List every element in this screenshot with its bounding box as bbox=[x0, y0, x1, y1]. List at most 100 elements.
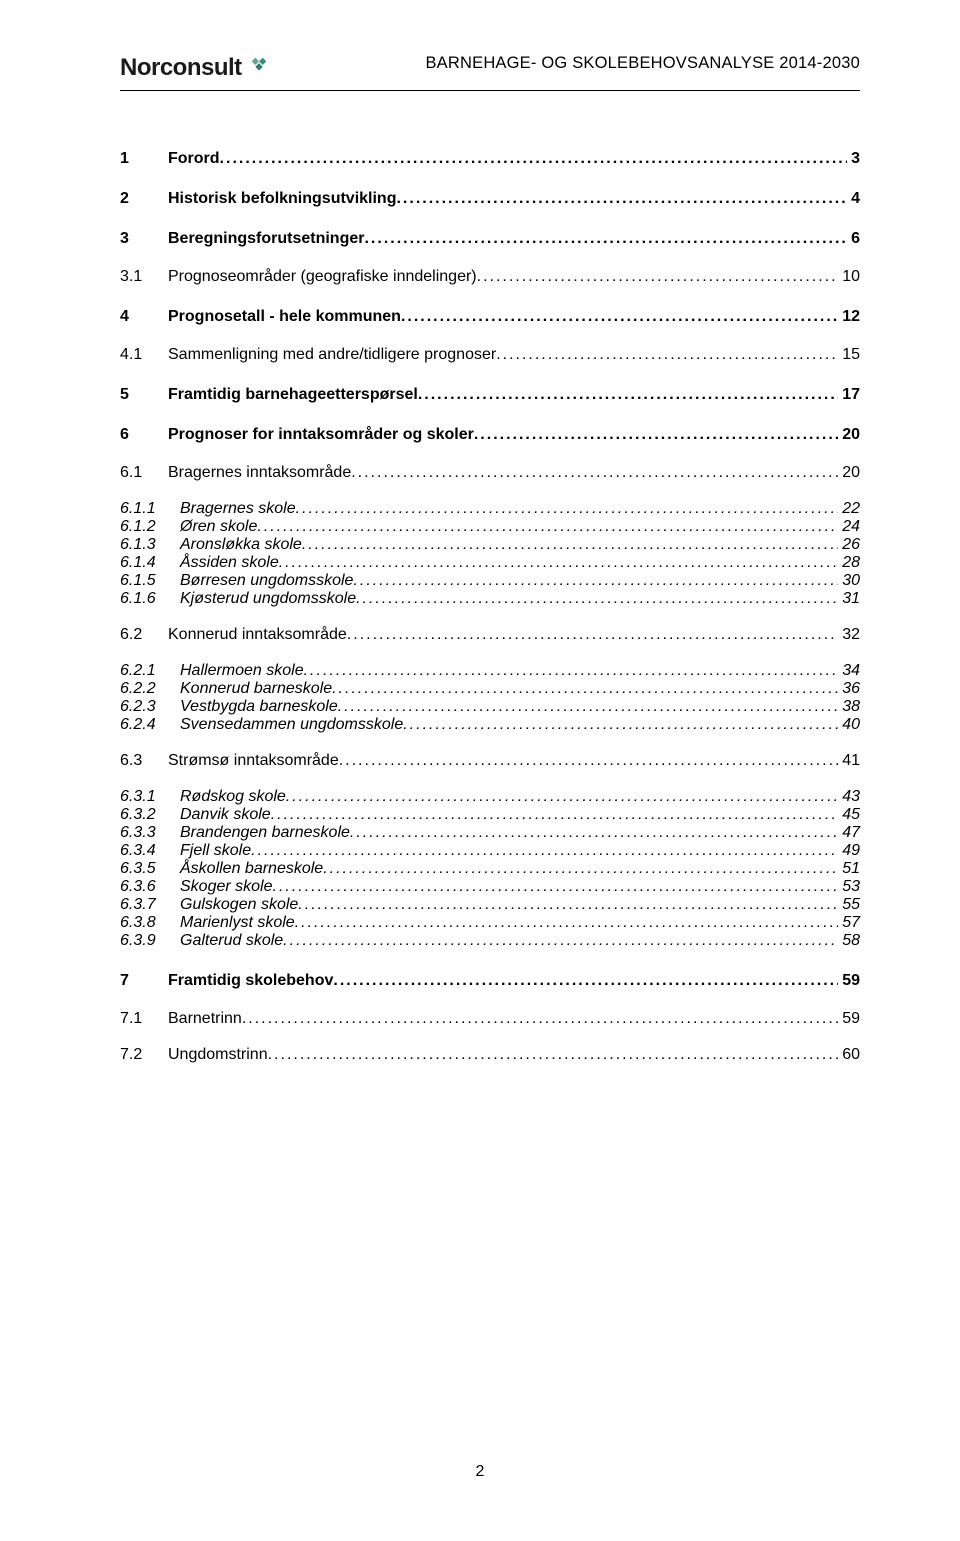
toc-entry-number: 6.1.3 bbox=[120, 537, 180, 553]
toc-entry[interactable]: 6.1.4Åssiden skole 28 bbox=[120, 555, 860, 571]
toc-entry[interactable]: 7.2Ungdomstrinn60 bbox=[120, 1047, 860, 1063]
toc-leader bbox=[302, 537, 838, 553]
toc-entry[interactable]: 6.2.3Vestbygda barneskole38 bbox=[120, 699, 860, 715]
toc-entry-page: 28 bbox=[838, 555, 860, 571]
toc-entry[interactable]: 5Framtidig barnehageetterspørsel17 bbox=[120, 387, 860, 403]
toc-leader bbox=[257, 519, 838, 535]
table-of-contents: 1Forord32Historisk befolkningsutvikling4… bbox=[120, 151, 860, 1063]
toc-entry[interactable]: 2Historisk befolkningsutvikling4 bbox=[120, 191, 860, 207]
toc-entry-label: Øren skole bbox=[180, 519, 257, 535]
toc-entry[interactable]: 6.3.4Fjell skole49 bbox=[120, 843, 860, 859]
toc-entry[interactable]: 6Prognoser for inntaksområder og skoler2… bbox=[120, 427, 860, 443]
toc-entry[interactable]: 6.3.1Rødskog skole43 bbox=[120, 789, 860, 805]
toc-leader bbox=[279, 555, 838, 571]
toc-entry[interactable]: 6.3.2Danvik skole45 bbox=[120, 807, 860, 823]
toc-entry-label: Bragernes skole bbox=[180, 501, 296, 517]
toc-entry-number: 6.2.3 bbox=[120, 699, 180, 715]
toc-leader bbox=[350, 825, 838, 841]
toc-leader bbox=[351, 465, 838, 481]
toc-leader bbox=[251, 843, 838, 859]
toc-entry-label: Prognosetall - hele kommunen bbox=[168, 309, 401, 325]
toc-entry[interactable]: 6.3.5Åskollen barneskole51 bbox=[120, 861, 860, 877]
toc-entry-label: Åssiden skole bbox=[180, 555, 279, 571]
toc-leader bbox=[418, 387, 838, 403]
logo-icon bbox=[248, 54, 270, 82]
toc-entry[interactable]: 6.3.8Marienlyst skole57 bbox=[120, 915, 860, 931]
toc-entry-label: Prognoser for inntaksområder og skoler bbox=[168, 427, 474, 443]
toc-entry-number: 4.1 bbox=[120, 347, 168, 363]
toc-entry[interactable]: 6.2.4Svensedammen ungdomsskole40 bbox=[120, 717, 860, 733]
toc-leader bbox=[298, 897, 838, 913]
page-header: Norconsult BARNEHAGE- OG SKOLEBEHOVSANAL… bbox=[120, 54, 860, 82]
toc-entry-label: Konnerud barneskole bbox=[180, 681, 332, 697]
toc-entry[interactable]: 6.1.3Aronsløkka skole 26 bbox=[120, 537, 860, 553]
toc-entry-page: 3 bbox=[847, 151, 860, 167]
toc-leader bbox=[271, 807, 839, 823]
toc-leader bbox=[353, 573, 838, 589]
toc-entry[interactable]: 6.1.6Kjøsterud ungdomsskole31 bbox=[120, 591, 860, 607]
toc-entry-label: Fjell skole bbox=[180, 843, 251, 859]
logo-text: Norconsult bbox=[120, 54, 242, 82]
toc-entry[interactable]: 6.1Bragernes inntaksområde20 bbox=[120, 465, 860, 481]
toc-entry-page: 12 bbox=[838, 309, 860, 325]
toc-entry-page: 10 bbox=[838, 269, 860, 285]
toc-leader bbox=[364, 231, 847, 247]
toc-entry-label: Konnerud inntaksområde bbox=[168, 627, 347, 643]
toc-entry-label: Galterud skole bbox=[180, 933, 283, 949]
toc-entry-number: 7 bbox=[120, 973, 168, 989]
toc-leader bbox=[295, 915, 839, 931]
toc-entry-label: Ungdomstrinn bbox=[168, 1047, 268, 1063]
toc-entry-label: Barnetrinn bbox=[168, 1011, 242, 1027]
toc-entry[interactable]: 6.3Strømsø inntaksområde41 bbox=[120, 753, 860, 769]
toc-entry[interactable]: 3Beregningsforutsetninger6 bbox=[120, 231, 860, 247]
toc-entry-page: 58 bbox=[838, 933, 860, 949]
toc-entry-page: 45 bbox=[838, 807, 860, 823]
toc-entry-label: Brandengen barneskole bbox=[180, 825, 350, 841]
toc-entry-number: 6.3.9 bbox=[120, 933, 180, 949]
toc-entry-label: Hallermoen skole bbox=[180, 663, 304, 679]
toc-leader bbox=[333, 973, 838, 989]
toc-entry-page: 51 bbox=[838, 861, 860, 877]
toc-entry-number: 6.3.4 bbox=[120, 843, 180, 859]
toc-entry-number: 6.3.7 bbox=[120, 897, 180, 913]
toc-entry[interactable]: 6.1.2Øren skole24 bbox=[120, 519, 860, 535]
toc-leader bbox=[477, 269, 839, 285]
toc-entry-number: 7.2 bbox=[120, 1047, 168, 1063]
toc-entry[interactable]: 4.1Sammenligning med andre/tidligere pro… bbox=[120, 347, 860, 363]
toc-entry-page: 26 bbox=[838, 537, 860, 553]
toc-entry-number: 6.3 bbox=[120, 753, 168, 769]
toc-entry-number: 6.3.6 bbox=[120, 879, 180, 895]
toc-entry-page: 30 bbox=[838, 573, 860, 589]
toc-leader bbox=[474, 427, 838, 443]
toc-entry-number: 5 bbox=[120, 387, 168, 403]
toc-entry[interactable]: 6.3.6Skoger skole53 bbox=[120, 879, 860, 895]
toc-leader bbox=[323, 861, 838, 877]
toc-leader bbox=[304, 663, 839, 679]
toc-leader bbox=[273, 879, 839, 895]
toc-entry-label: Åskollen barneskole bbox=[180, 861, 323, 877]
toc-entry[interactable]: 6.3.9Galterud skole 58 bbox=[120, 933, 860, 949]
toc-entry[interactable]: 6.3.7Gulskogen skole55 bbox=[120, 897, 860, 913]
toc-entry[interactable]: 4Prognosetall - hele kommunen 12 bbox=[120, 309, 860, 325]
toc-entry[interactable]: 7.1Barnetrinn59 bbox=[120, 1011, 860, 1027]
toc-entry[interactable]: 1Forord3 bbox=[120, 151, 860, 167]
toc-leader bbox=[339, 753, 838, 769]
toc-entry-page: 57 bbox=[838, 915, 860, 931]
toc-entry[interactable]: 6.2.2Konnerud barneskole36 bbox=[120, 681, 860, 697]
toc-entry-number: 6.3.2 bbox=[120, 807, 180, 823]
toc-entry[interactable]: 3.1Prognoseområder (geografiske inndelin… bbox=[120, 269, 860, 285]
toc-entry-label: Framtidig barnehageetterspørsel bbox=[168, 387, 418, 403]
toc-entry[interactable]: 6.1.5Børresen ungdomsskole30 bbox=[120, 573, 860, 589]
toc-leader bbox=[296, 501, 839, 517]
toc-entry-number: 4 bbox=[120, 309, 168, 325]
toc-entry[interactable]: 6.3.3Brandengen barneskole47 bbox=[120, 825, 860, 841]
toc-entry-label: Forord bbox=[168, 151, 220, 167]
toc-entry[interactable]: 6.1.1Bragernes skole22 bbox=[120, 501, 860, 517]
toc-entry[interactable]: 7Framtidig skolebehov59 bbox=[120, 973, 860, 989]
toc-entry-label: Aronsløkka skole bbox=[180, 537, 302, 553]
toc-entry[interactable]: 6.2Konnerud inntaksområde32 bbox=[120, 627, 860, 643]
toc-entry[interactable]: 6.2.1Hallermoen skole34 bbox=[120, 663, 860, 679]
toc-entry-page: 20 bbox=[838, 427, 860, 443]
toc-entry-number: 6.1.4 bbox=[120, 555, 180, 571]
toc-leader bbox=[286, 789, 838, 805]
